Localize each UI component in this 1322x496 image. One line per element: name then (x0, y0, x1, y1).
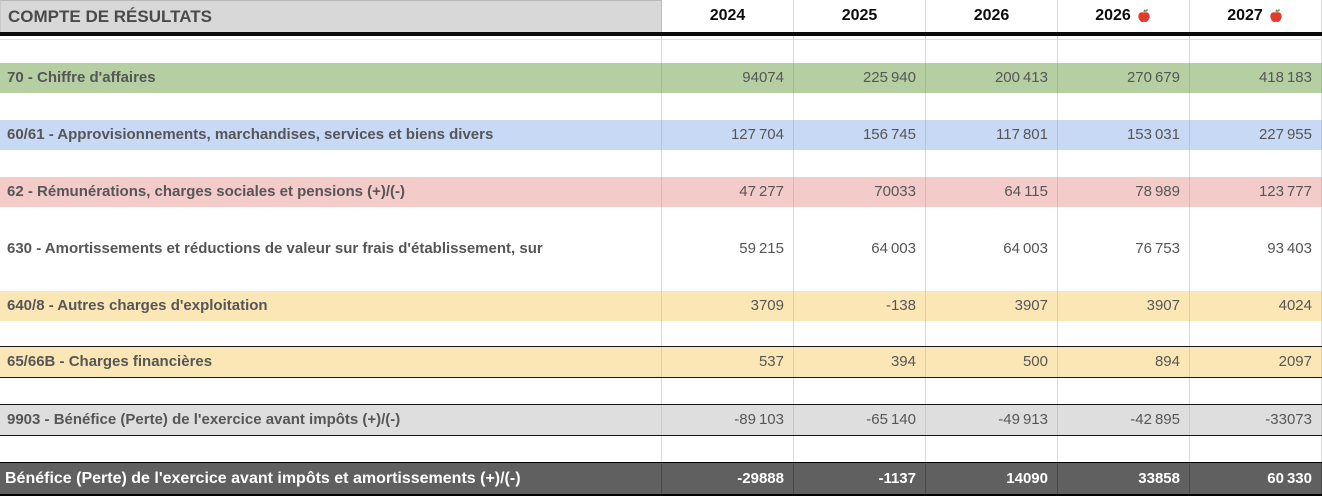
column-header-label: 2025 (841, 7, 878, 24)
column-header-2027-apple[interactable]: 2027 (1190, 0, 1322, 32)
header-row: COMPTE DE RÉSULTATS 2024 2025 2026 2026 … (0, 0, 1322, 32)
spacer-row (0, 150, 1322, 177)
cell-2026-forecast[interactable]: 78 989 (1058, 177, 1190, 207)
cell-2024[interactable]: 127 704 (662, 120, 794, 150)
cell-2027-forecast[interactable]: -33073 (1190, 405, 1322, 435)
table-row-9903: 9903 - Bénéfice (Perte) de l'exercice av… (0, 404, 1322, 436)
spacer-row (0, 93, 1322, 120)
cell-2025[interactable]: 225 940 (794, 63, 926, 93)
table-row-630: 630 - Amortissements et réductions de va… (0, 234, 1322, 264)
cell-2026[interactable]: 117 801 (926, 120, 1058, 150)
column-header-label: 2026 (1095, 7, 1131, 24)
column-header-label: 2026 (973, 7, 1010, 24)
cell-2026[interactable]: 3907 (926, 291, 1058, 321)
cell-2024[interactable]: 3709 (662, 291, 794, 321)
apple-icon (1268, 8, 1284, 24)
row-label[interactable]: Bénéfice (Perte) de l'exercice avant imp… (0, 463, 662, 494)
spacer-row (0, 378, 1322, 404)
cell-2027-forecast[interactable]: 418 183 (1190, 63, 1322, 93)
table-row-summary: Bénéfice (Perte) de l'exercice avant imp… (0, 462, 1322, 496)
table-row-60-61: 60/61 - Approvisionnements, marchandises… (0, 120, 1322, 150)
cell-2027-forecast[interactable]: 123 777 (1190, 177, 1322, 207)
cell-2024[interactable]: 47 277 (662, 177, 794, 207)
column-header-2026-apple[interactable]: 2026 (1058, 0, 1190, 32)
cell-2026[interactable]: 64 115 (926, 177, 1058, 207)
cell-2024[interactable]: 94074 (662, 63, 794, 93)
cell-2026[interactable]: 64 003 (926, 234, 1058, 264)
cell-2025[interactable]: 64 003 (794, 234, 926, 264)
cell-2027-forecast[interactable]: 93 403 (1190, 234, 1322, 264)
cell-2026[interactable]: 200 413 (926, 63, 1058, 93)
column-header-label: 2027 (1227, 7, 1263, 24)
cell-2024[interactable]: -89 103 (662, 405, 794, 435)
cell-2025[interactable]: 70033 (794, 177, 926, 207)
spacer-row (0, 321, 1322, 346)
column-header-2025[interactable]: 2025 (794, 0, 926, 32)
row-label[interactable]: 9903 - Bénéfice (Perte) de l'exercice av… (0, 405, 662, 435)
cell-2026-forecast[interactable]: 33858 (1058, 463, 1190, 494)
cell-2024[interactable]: 59 215 (662, 234, 794, 264)
spacer-row (0, 264, 1322, 291)
cell-2026-forecast[interactable]: 270 679 (1058, 63, 1190, 93)
cell-2024[interactable]: -29888 (662, 463, 794, 494)
cell-2026-forecast[interactable]: 3907 (1058, 291, 1190, 321)
table-row-65-66b: 65/66B - Charges financières 537 394 500… (0, 346, 1322, 378)
cell-2026-forecast[interactable]: 894 (1058, 347, 1190, 377)
column-header-label: 2024 (709, 7, 746, 24)
cell-2026[interactable]: 500 (926, 347, 1058, 377)
cell-2027-forecast[interactable]: 4024 (1190, 291, 1322, 321)
cell-2026-forecast[interactable]: -42 895 (1058, 405, 1190, 435)
gridline (0, 39, 1322, 40)
table-row-70: 70 - Chiffre d'affaires 94074 225 940 20… (0, 63, 1322, 93)
cell-2025[interactable]: -65 140 (794, 405, 926, 435)
cell-2025[interactable]: -1137 (794, 463, 926, 494)
table-row-62: 62 - Rémunérations, charges sociales et … (0, 177, 1322, 207)
row-label[interactable]: 640/8 - Autres charges d'exploitation (0, 291, 662, 321)
cell-2027-forecast[interactable]: 2097 (1190, 347, 1322, 377)
spacer-row (0, 36, 1322, 63)
cell-2027-forecast[interactable]: 227 955 (1190, 120, 1322, 150)
cell-2025[interactable]: 156 745 (794, 120, 926, 150)
apple-icon (1136, 8, 1152, 24)
cell-2027-forecast[interactable]: 60 330 (1190, 463, 1322, 494)
cell-2026[interactable]: -49 913 (926, 405, 1058, 435)
row-label[interactable]: 62 - Rémunérations, charges sociales et … (0, 177, 662, 207)
spacer-row (0, 436, 1322, 462)
cell-2025[interactable]: 394 (794, 347, 926, 377)
spacer-row (0, 207, 1322, 234)
cell-2026-forecast[interactable]: 153 031 (1058, 120, 1190, 150)
column-header-2024[interactable]: 2024 (662, 0, 794, 32)
cell-2026-forecast[interactable]: 76 753 (1058, 234, 1190, 264)
column-header-2026[interactable]: 2026 (926, 0, 1058, 32)
cell-2024[interactable]: 537 (662, 347, 794, 377)
table-row-640-8: 640/8 - Autres charges d'exploitation 37… (0, 291, 1322, 321)
cell-2025[interactable]: -138 (794, 291, 926, 321)
row-label[interactable]: 60/61 - Approvisionnements, marchandises… (0, 120, 662, 150)
row-label[interactable]: 70 - Chiffre d'affaires (0, 63, 662, 93)
header-bottom-border (0, 32, 1322, 36)
page-title[interactable]: COMPTE DE RÉSULTATS (0, 0, 662, 32)
cell-2026[interactable]: 14090 (926, 463, 1058, 494)
row-label[interactable]: 630 - Amortissements et réductions de va… (0, 234, 662, 264)
row-label[interactable]: 65/66B - Charges financières (0, 347, 662, 377)
